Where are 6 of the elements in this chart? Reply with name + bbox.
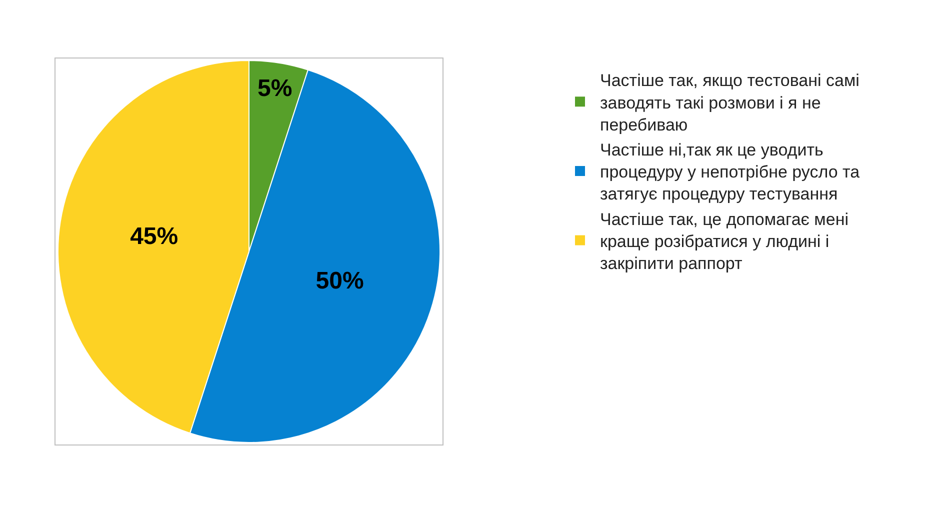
legend-label: Частіше ні,так як це уводить процедуру у непотрібне русло та затягує процедуру тестування [600, 140, 860, 204]
data-label: 5% [257, 74, 292, 102]
legend-label: Частіше так, якщо тестовані самі заводять такі розмови і я не перебиваю [600, 71, 860, 134]
data-label: 50% [316, 268, 364, 295]
legend-label: Частіше так, це допомагає мені краще розібратися у людині і закріпити раппорт [600, 210, 848, 273]
data-label: 45% [130, 222, 178, 250]
